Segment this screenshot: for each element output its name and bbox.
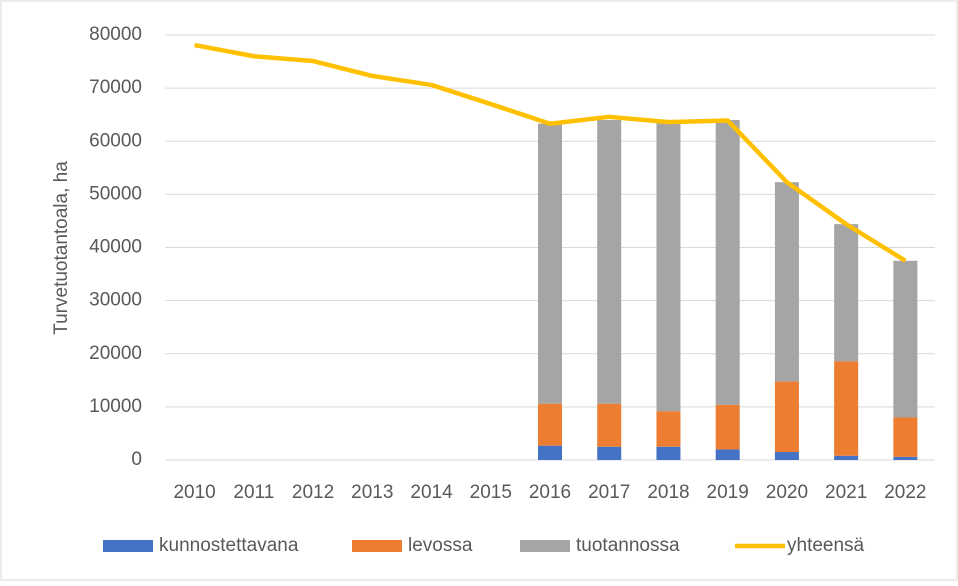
legend-swatch bbox=[352, 540, 402, 552]
x-tick-label: 2019 bbox=[707, 482, 749, 503]
legend-label: tuotannossa bbox=[576, 535, 680, 556]
x-tick-label: 2022 bbox=[884, 482, 926, 503]
y-tick-label: 30000 bbox=[89, 290, 142, 311]
bar bbox=[834, 455, 859, 460]
bar bbox=[774, 182, 799, 382]
legend-swatch bbox=[103, 540, 153, 552]
bar bbox=[893, 456, 918, 460]
x-tick-label: 2017 bbox=[588, 482, 630, 503]
x-tick-label: 2021 bbox=[825, 482, 867, 503]
bar bbox=[834, 361, 859, 456]
y-tick-label: 70000 bbox=[89, 77, 142, 98]
bar bbox=[774, 381, 799, 453]
bar bbox=[538, 403, 562, 446]
legend-label: kunnostettavana bbox=[159, 535, 299, 556]
bar bbox=[656, 122, 681, 412]
x-tick-label: 2020 bbox=[766, 482, 808, 503]
bar bbox=[715, 404, 740, 450]
x-tick-label: 2018 bbox=[647, 482, 689, 503]
y-tick-label: 60000 bbox=[89, 130, 142, 151]
bar bbox=[893, 260, 918, 418]
bar bbox=[656, 446, 681, 460]
x-tick-label: 2010 bbox=[173, 482, 215, 503]
x-tick-label: 2011 bbox=[233, 482, 274, 503]
y-tick-label: 20000 bbox=[89, 343, 142, 364]
x-tick-label: 2012 bbox=[292, 482, 334, 503]
bar bbox=[597, 446, 622, 460]
bar bbox=[834, 224, 859, 362]
bar bbox=[597, 120, 622, 404]
y-tick-label: 0 bbox=[131, 449, 142, 470]
legend-swatch bbox=[520, 540, 570, 552]
y-tick-label: 10000 bbox=[89, 396, 142, 417]
bar bbox=[893, 417, 918, 457]
legend-label: levossa bbox=[408, 535, 473, 556]
bar bbox=[715, 449, 740, 460]
bar bbox=[774, 452, 799, 460]
bar bbox=[656, 411, 681, 447]
y-tick-label: 40000 bbox=[89, 237, 142, 258]
y-tick-label: 80000 bbox=[89, 24, 142, 45]
x-tick-label: 2016 bbox=[529, 482, 571, 503]
bar bbox=[597, 403, 622, 447]
bar bbox=[715, 120, 740, 405]
legend-label: yhteensä bbox=[787, 535, 865, 556]
y-axis-label: Turvetuotantoala, ha bbox=[51, 161, 72, 335]
line bbox=[194, 42, 907, 263]
y-tick-label: 50000 bbox=[89, 183, 142, 204]
x-tick-label: 2015 bbox=[470, 482, 512, 503]
bar bbox=[538, 445, 562, 460]
bar bbox=[538, 123, 562, 404]
x-tick-label: 2014 bbox=[410, 482, 453, 503]
x-tick-label: 2013 bbox=[351, 482, 393, 503]
